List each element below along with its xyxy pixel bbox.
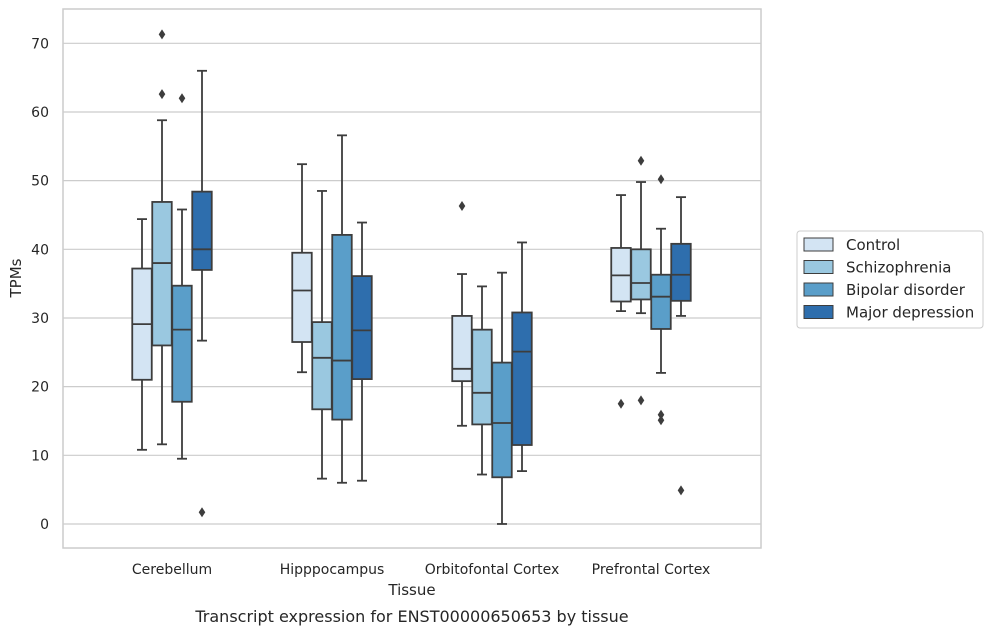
outlier-point [617, 398, 625, 409]
x-tick-label: Prefrontal Cortex [592, 562, 711, 578]
box-iqr [351, 275, 373, 380]
legend-swatch [803, 305, 834, 319]
legend-label: Major depression [846, 304, 974, 322]
box-schizophrenia [471, 285, 493, 476]
outlier-point [158, 89, 166, 100]
outlier-point [637, 395, 645, 406]
y-axis-label: TPMs [7, 258, 25, 298]
legend-swatch [803, 260, 834, 274]
y-tick-label: 20 [31, 380, 49, 396]
box-iqr [171, 284, 193, 403]
y-tick-label: 70 [31, 36, 49, 52]
box-major-depression [670, 196, 692, 496]
box-schizophrenia [630, 155, 652, 406]
outlier-point [198, 507, 206, 518]
y-tick-label: 40 [31, 242, 49, 258]
box-iqr [451, 315, 473, 383]
box-iqr [511, 311, 533, 446]
y-tick-label: 60 [31, 105, 49, 121]
box-iqr [291, 251, 313, 343]
box-plot-area [131, 29, 692, 525]
x-axis-label: Tissue [387, 581, 435, 599]
outlier-point [657, 174, 665, 185]
y-tick-label: 0 [40, 517, 49, 533]
box-major-depression [511, 241, 533, 472]
y-tick-labels: 0 10 20 30 40 50 60 70 [31, 36, 49, 533]
x-tick-label: Hipppocampus [280, 562, 385, 578]
box-bipolar-disorder [491, 271, 513, 525]
y-tick-label: 50 [31, 174, 49, 190]
box-iqr [630, 248, 652, 301]
legend-label: Schizophrenia [846, 259, 951, 277]
x-tick-label: Orbitofontal Cortex [425, 562, 560, 578]
legend-label: Control [846, 236, 900, 254]
box-bipolar-disorder [171, 93, 193, 460]
box-major-depression [191, 69, 213, 518]
legend: Control Schizophrenia Bipolar disorder Majo… [796, 230, 984, 329]
legend-swatch [803, 282, 834, 297]
legend-label: Bipolar disorder [846, 281, 966, 299]
plot-frame [62, 8, 762, 549]
outlier-point [677, 485, 685, 496]
box-iqr [311, 321, 333, 411]
box-iqr [151, 201, 173, 347]
box-major-depression [351, 221, 373, 482]
box-control [610, 194, 632, 409]
legend-frame [796, 230, 984, 329]
chart-caption: Transcript expression for ENST0000065065… [194, 607, 628, 626]
y-tick-label: 30 [31, 311, 49, 327]
box-control [131, 218, 153, 451]
box-control [291, 163, 313, 374]
box-iqr [491, 361, 513, 479]
box-schizophrenia [151, 29, 173, 446]
outlier-point [657, 415, 665, 426]
box-bipolar-disorder [331, 134, 353, 484]
box-control [451, 201, 473, 427]
box-schizophrenia [311, 190, 333, 480]
x-tick-label: Cerebellum [132, 562, 212, 578]
outlier-point [458, 201, 466, 212]
legend-swatch [803, 237, 834, 252]
outlier-point [178, 93, 186, 104]
box-iqr [670, 242, 692, 302]
box-iqr [650, 273, 672, 330]
y-tick-label: 10 [31, 448, 49, 464]
outlier-point [657, 409, 665, 420]
outlier-point [637, 155, 645, 166]
box-iqr [331, 233, 353, 421]
box-bipolar-disorder [650, 174, 672, 426]
outlier-point [158, 29, 166, 40]
box-iqr [471, 328, 493, 426]
x-tick-labels: Cerebellum Hipppocampus Orbitofontal Corte… [132, 562, 710, 578]
box-iqr [191, 190, 213, 271]
